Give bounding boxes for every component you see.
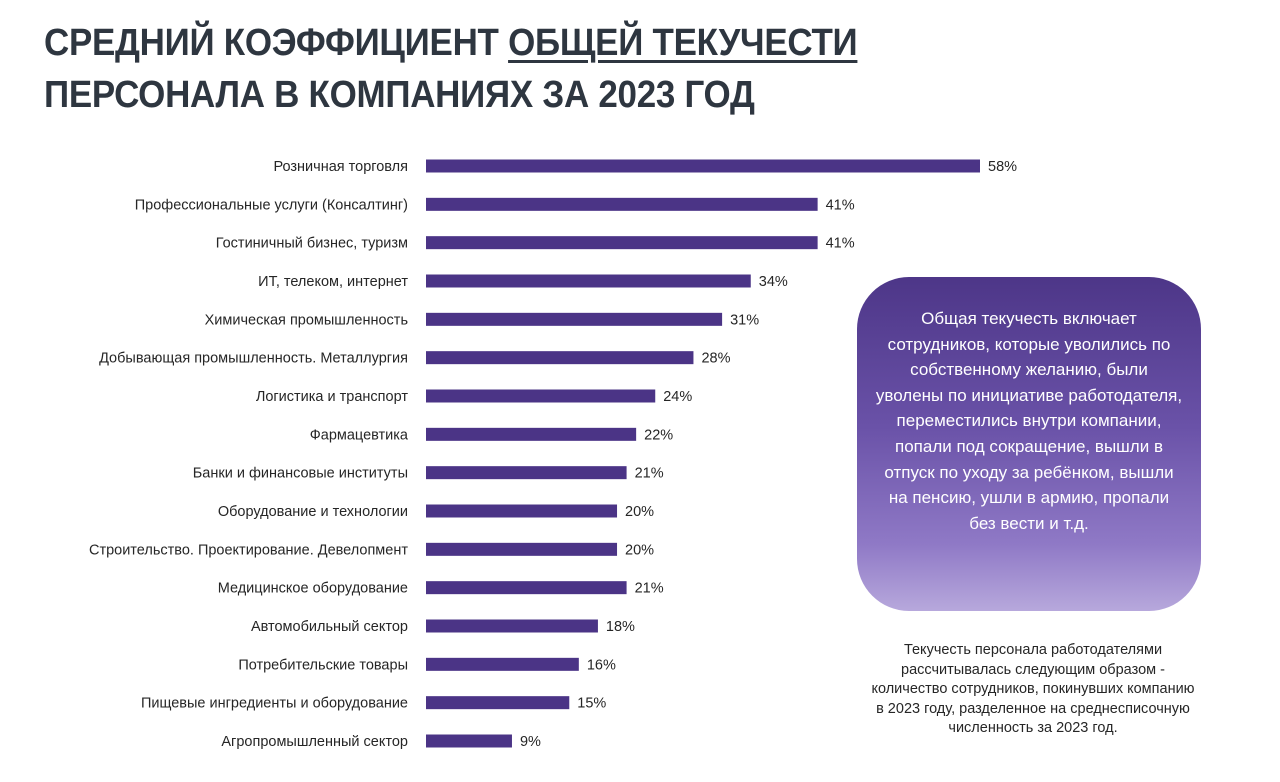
- category-label: Агропромышленный сектор: [221, 734, 408, 750]
- category-label: Профессиональные услуги (Консалтинг): [135, 197, 408, 213]
- definition-callout: Общая текучесть включает сотрудников, ко…: [857, 277, 1201, 611]
- bar: [426, 657, 579, 671]
- bar: [426, 466, 627, 480]
- bar: [426, 197, 818, 211]
- bar: [426, 619, 598, 633]
- data-label: 58%: [988, 159, 1017, 175]
- category-label: Банки и финансовые институты: [193, 466, 408, 482]
- bar: [426, 159, 980, 173]
- category-label: Гостиничный бизнес, туризм: [216, 236, 408, 252]
- data-label: 20%: [625, 504, 654, 520]
- title-part: СРЕДНИЙ КОЭФФИЦИЕНТ: [44, 22, 509, 64]
- data-label: 21%: [635, 581, 664, 597]
- data-label: 9%: [520, 734, 541, 750]
- data-label: 20%: [625, 542, 654, 558]
- category-label: Химическая промышленность: [205, 312, 408, 328]
- data-label: 21%: [635, 466, 664, 482]
- data-label: 31%: [730, 312, 759, 328]
- bar: [426, 351, 694, 365]
- bar: [426, 389, 656, 403]
- bar: [426, 504, 618, 518]
- title-underlined-part: ОБЩЕЙ ТЕКУЧЕСТИ: [508, 22, 858, 64]
- category-label: Оборудование и технологии: [218, 504, 408, 520]
- bar: [426, 274, 751, 288]
- data-label: 41%: [826, 197, 855, 213]
- data-label: 18%: [606, 619, 635, 635]
- data-label: 16%: [587, 657, 616, 673]
- category-label: Строительство. Проектирование. Девелопме…: [89, 542, 408, 558]
- bar: [426, 312, 723, 326]
- chart-title-line1: СРЕДНИЙ КОЭФФИЦИЕНТ ОБЩЕЙ ТЕКУЧЕСТИ: [44, 22, 858, 65]
- bar: [426, 427, 637, 441]
- data-label: 24%: [663, 389, 692, 405]
- data-label: 34%: [759, 274, 788, 290]
- category-label: Логистика и транспорт: [256, 389, 409, 405]
- methodology-note: Текучесть персонала работодателями рассч…: [871, 642, 1195, 737]
- bar: [426, 542, 618, 556]
- category-label: Пищевые ингредиенты и оборудование: [141, 696, 408, 712]
- bar: [426, 581, 627, 595]
- bar: [426, 734, 512, 748]
- data-label: 41%: [826, 236, 855, 252]
- data-label: 15%: [577, 696, 606, 712]
- data-label: 28%: [701, 351, 730, 367]
- chart-title-line2: ПЕРСОНАЛА В КОМПАНИЯХ ЗА 2023 ГОД: [44, 74, 755, 116]
- category-label: Добывающая промышленность. Металлургия: [99, 351, 408, 367]
- category-label: Фармацевтика: [310, 427, 409, 443]
- category-label: ИТ, телеком, интернет: [258, 274, 408, 290]
- category-label: Автомобильный сектор: [251, 619, 408, 635]
- category-label: Медицинское оборудование: [218, 581, 408, 597]
- category-label: Потребительские товары: [238, 657, 408, 673]
- bar: [426, 696, 570, 710]
- bar: [426, 236, 818, 250]
- category-label: Розничная торговля: [273, 159, 408, 175]
- data-label: 22%: [644, 427, 673, 443]
